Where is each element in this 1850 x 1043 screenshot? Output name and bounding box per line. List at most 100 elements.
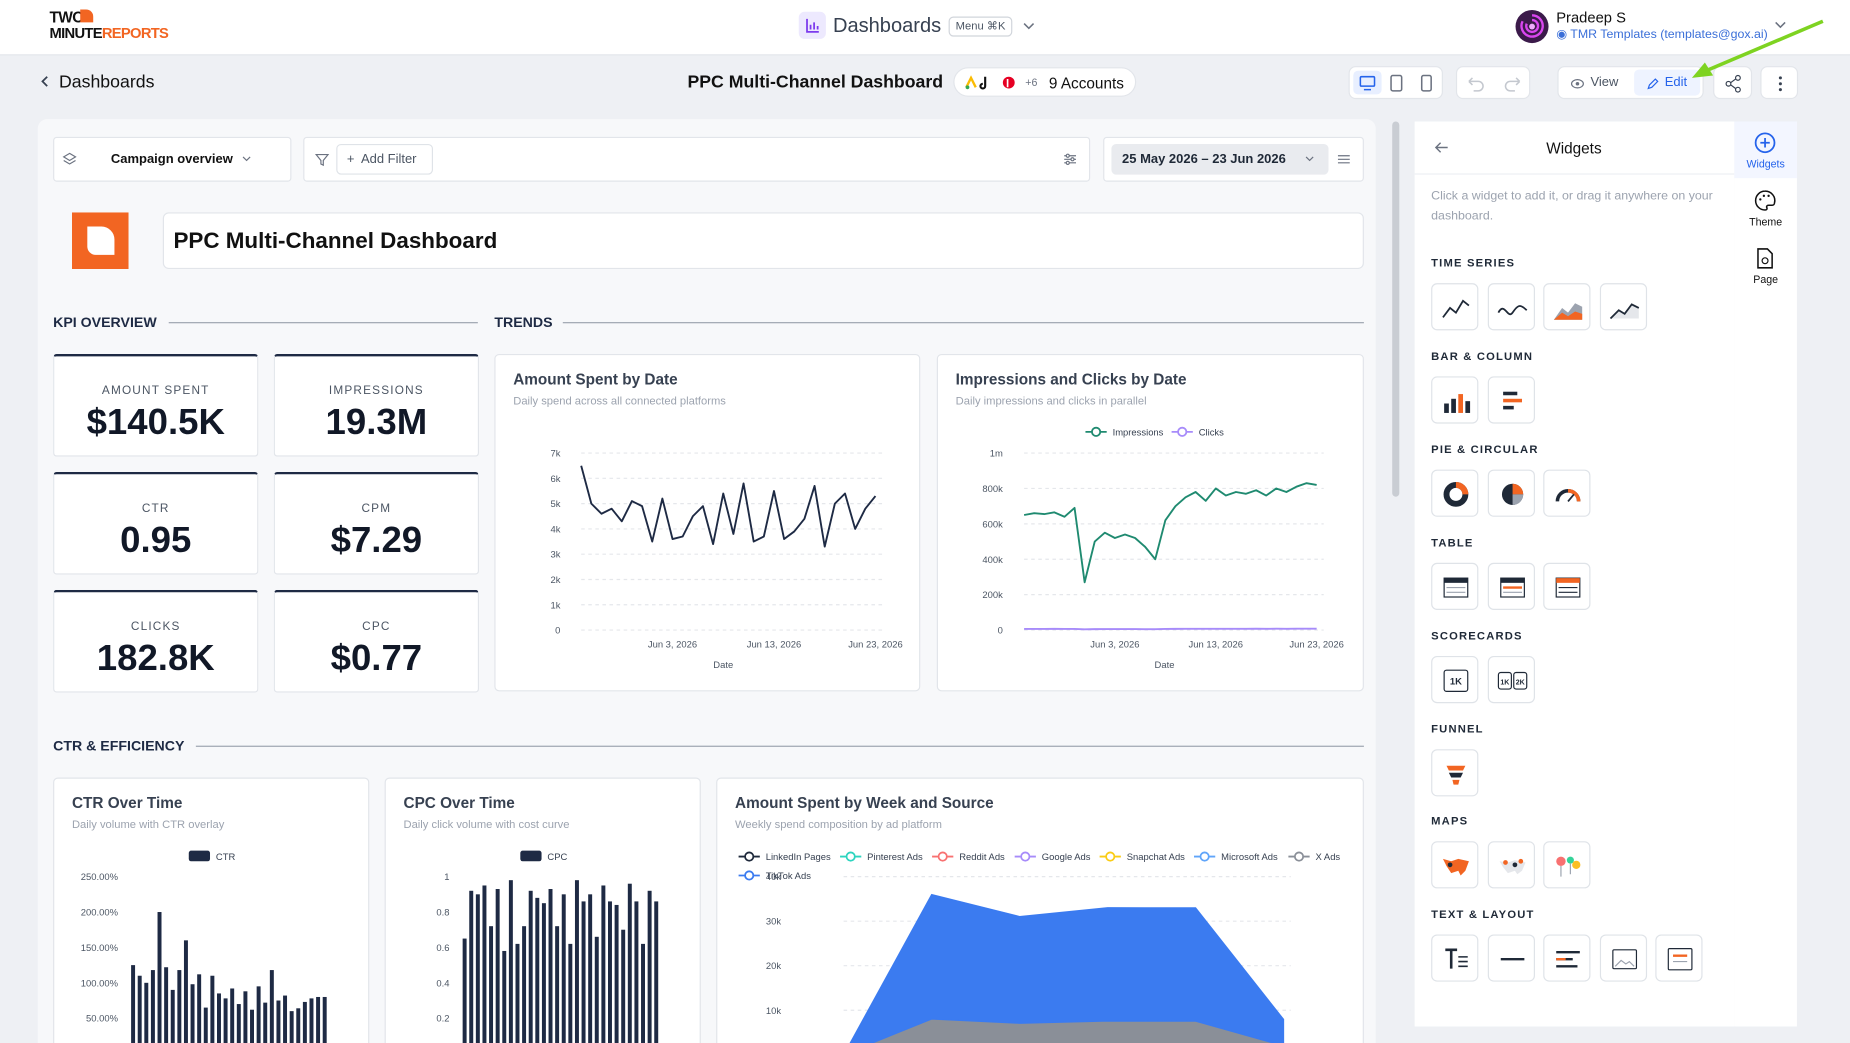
rail-page-icon[interactable] bbox=[1753, 247, 1777, 271]
kpi-value: 182.8K bbox=[96, 637, 215, 679]
widget-tile[interactable] bbox=[1543, 841, 1591, 889]
view-selector[interactable]: Campaign overview bbox=[53, 136, 292, 182]
widget-tile[interactable] bbox=[1431, 934, 1479, 982]
chart-subtitle: Daily impressions and clicks in parallel bbox=[956, 396, 1147, 408]
rail-widgets-icon[interactable] bbox=[1753, 131, 1777, 155]
icon-shape bbox=[1567, 493, 1575, 503]
more-icon bbox=[1778, 76, 1782, 92]
panel-back[interactable] bbox=[1434, 139, 1451, 156]
icon-shape bbox=[1734, 74, 1741, 81]
widget-tile[interactable] bbox=[1655, 934, 1703, 982]
widget-tile[interactable] bbox=[1543, 469, 1591, 517]
icon-shape bbox=[1504, 77, 1521, 92]
bar bbox=[614, 904, 619, 1043]
icon-shape bbox=[1451, 398, 1456, 413]
edit-button[interactable]: Edit bbox=[1664, 75, 1688, 90]
legend-swatch-dot bbox=[1105, 851, 1116, 862]
more-button[interactable] bbox=[1760, 66, 1799, 100]
icon-shape bbox=[1558, 586, 1578, 593]
menu-chip[interactable]: Menu ⌘K bbox=[948, 16, 1013, 37]
annotation-arrow bbox=[1691, 19, 1824, 78]
widget-tile[interactable] bbox=[1487, 934, 1535, 982]
widget-group-title: BAR & COLUMN bbox=[1431, 350, 1534, 364]
icon-shape bbox=[1502, 860, 1508, 865]
filter-icon bbox=[314, 153, 330, 167]
bar bbox=[541, 903, 546, 1043]
widget-tile[interactable]: 1K 2K bbox=[1487, 655, 1535, 704]
nav-chevron[interactable] bbox=[1022, 19, 1036, 33]
widget-icon bbox=[1442, 299, 1470, 318]
icon-shape bbox=[1500, 578, 1524, 583]
y-tick-label: 800k bbox=[982, 483, 1003, 494]
widget-tile[interactable] bbox=[1431, 562, 1479, 610]
icon-shape bbox=[1445, 948, 1458, 969]
widget-icon bbox=[1556, 950, 1580, 968]
nav-title[interactable]: Dashboards bbox=[832, 14, 942, 37]
icon-shape bbox=[1767, 194, 1770, 198]
rail-label[interactable]: Widgets bbox=[1746, 158, 1785, 170]
avatar[interactable] bbox=[1515, 9, 1549, 44]
widget-tile[interactable] bbox=[1431, 283, 1479, 331]
widget-icon bbox=[1443, 577, 1469, 598]
widget-tile[interactable] bbox=[1431, 376, 1479, 424]
icon-shape bbox=[1667, 948, 1693, 971]
device-switch bbox=[1348, 66, 1443, 100]
filter-settings[interactable] bbox=[1062, 151, 1079, 168]
view-button[interactable]: View bbox=[1590, 75, 1619, 90]
share-button[interactable] bbox=[1713, 66, 1753, 100]
y-tick-label: 600k bbox=[982, 518, 1003, 529]
logo-top[interactable]: TWO bbox=[49, 8, 85, 26]
widget-tile[interactable] bbox=[1599, 283, 1647, 331]
widget-tile[interactable] bbox=[1431, 841, 1479, 889]
icon-shape bbox=[1337, 155, 1350, 164]
area bbox=[849, 893, 1285, 1043]
widget-tile[interactable] bbox=[1487, 376, 1535, 424]
undo-redo[interactable] bbox=[1455, 66, 1531, 100]
icon-shape bbox=[1502, 391, 1517, 396]
icon-shape bbox=[1614, 959, 1634, 967]
rail-active bbox=[1734, 121, 1797, 179]
widget-tile[interactable] bbox=[1487, 469, 1535, 517]
icon-shape bbox=[1511, 483, 1523, 495]
widget-tile[interactable] bbox=[1543, 934, 1591, 982]
user-chevron[interactable] bbox=[1773, 18, 1787, 32]
legend-label: TikTok Ads bbox=[766, 870, 811, 881]
widget-tile[interactable] bbox=[1599, 934, 1647, 982]
add-filter-button[interactable]: + Add Filter bbox=[336, 143, 434, 175]
widget-tile[interactable]: 1K bbox=[1431, 655, 1479, 704]
chart-title: CPC Over Time bbox=[404, 795, 515, 812]
scrollbar[interactable] bbox=[1392, 121, 1400, 497]
widget-tile[interactable] bbox=[1487, 283, 1535, 331]
bar bbox=[535, 897, 540, 1043]
bar bbox=[197, 974, 202, 1043]
back-arrow[interactable] bbox=[38, 74, 52, 88]
edit-button-bg[interactable] bbox=[1634, 69, 1701, 96]
kpi-value: $7.29 bbox=[330, 519, 423, 561]
widget-tile[interactable] bbox=[1543, 283, 1591, 331]
bar bbox=[647, 890, 652, 1043]
widget-tile[interactable] bbox=[1543, 562, 1591, 610]
rail-label[interactable]: Theme bbox=[1749, 215, 1783, 228]
bar bbox=[654, 901, 659, 1043]
back-link[interactable]: Dashboards bbox=[58, 71, 155, 93]
y-tick-label: 200k bbox=[982, 589, 1003, 600]
y-tick-label: 7k bbox=[550, 448, 560, 459]
rail-theme-icon[interactable] bbox=[1753, 189, 1777, 213]
add-filter-text: Add Filter bbox=[360, 152, 417, 167]
date-settings[interactable] bbox=[1336, 151, 1353, 168]
widget-tile[interactable] bbox=[1431, 469, 1479, 517]
rail-label[interactable]: Page bbox=[1753, 273, 1779, 286]
date-picker[interactable] bbox=[1111, 143, 1329, 175]
y-tick-label: 6k bbox=[550, 473, 560, 484]
widget-tile[interactable] bbox=[1487, 562, 1535, 610]
bar bbox=[203, 1007, 208, 1043]
bar bbox=[150, 970, 155, 1043]
bar bbox=[568, 943, 573, 1043]
section-rule bbox=[562, 322, 1364, 324]
bar bbox=[495, 889, 500, 1043]
widget-tile[interactable] bbox=[1431, 749, 1479, 797]
widget-tile[interactable] bbox=[1487, 841, 1535, 889]
accounts-pill[interactable]: +6 9 Accounts bbox=[953, 67, 1137, 97]
widget-icon bbox=[1442, 858, 1469, 876]
legend-label: CTR bbox=[216, 851, 236, 862]
